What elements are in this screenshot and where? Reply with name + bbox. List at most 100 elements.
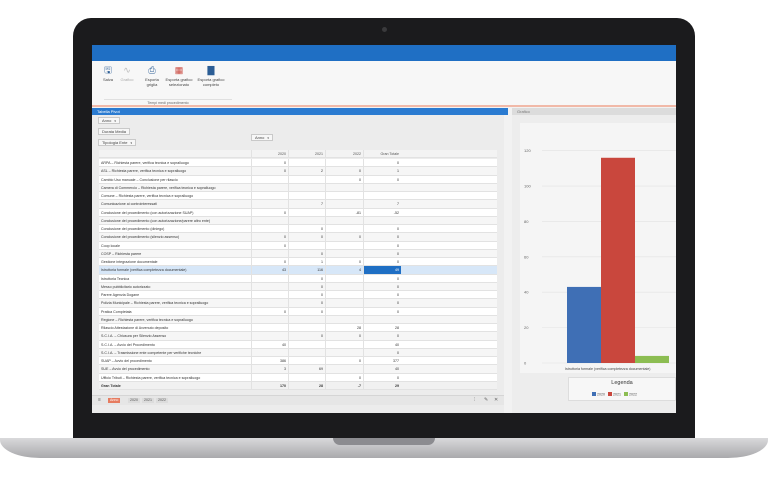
- bar-series-2020[interactable]: [567, 286, 601, 363]
- table-cell[interactable]: [251, 200, 288, 209]
- filter-icon[interactable]: ⫶: [474, 397, 476, 403]
- table-row[interactable]: S.C.I.A. – Chiusura per Silenzio Assenso…: [99, 332, 497, 341]
- bar-series-2022[interactable]: [635, 355, 669, 363]
- table-row[interactable]: SUE – Avvio del procedimento 3 69 40: [99, 365, 497, 374]
- table-cell[interactable]: [325, 249, 363, 258]
- table-cell[interactable]: [251, 315, 288, 324]
- edit-icon[interactable]: ✎: [484, 397, 489, 403]
- table-cell[interactable]: [288, 159, 325, 167]
- table-cell[interactable]: 28: [363, 324, 401, 332]
- table-cell[interactable]: [325, 299, 363, 308]
- table-row[interactable]: Rilascio Attestazione di Avvenuto deposi…: [99, 324, 497, 333]
- table-cell[interactable]: [251, 291, 288, 299]
- table-cell[interactable]: 0: [363, 348, 401, 357]
- table-row[interactable]: Istruttoria Tecnica 0 0: [99, 274, 497, 283]
- table-cell[interactable]: [251, 183, 288, 192]
- export-selected-chart-button[interactable]: ▦ Esporta grafico selezionato: [164, 65, 194, 87]
- table-cell[interactable]: [288, 348, 325, 357]
- table-cell[interactable]: 4: [325, 266, 363, 275]
- table-cell[interactable]: 0: [288, 274, 325, 283]
- table-cell[interactable]: 40: [251, 340, 288, 349]
- column-header-2021[interactable]: 2021: [288, 150, 325, 158]
- table-cell[interactable]: 1: [288, 258, 325, 266]
- table-cell[interactable]: 69: [288, 365, 325, 374]
- column-field-chip[interactable]: Anno ▾: [251, 134, 273, 141]
- data-field-chip[interactable]: Durata Media: [98, 128, 131, 135]
- export-grid-button[interactable]: ⎙ Esporta griglia: [142, 65, 162, 87]
- table-cell[interactable]: [251, 282, 288, 291]
- table-cell[interactable]: 28: [288, 381, 325, 390]
- table-cell[interactable]: 7: [288, 200, 325, 209]
- table-cell[interactable]: 0: [363, 175, 401, 184]
- table-cell[interactable]: 1: [363, 167, 401, 176]
- table-cell[interactable]: [325, 216, 363, 225]
- table-cell[interactable]: [288, 216, 325, 225]
- table-cell[interactable]: 0: [288, 233, 325, 242]
- column-header-2020[interactable]: 2020: [251, 150, 288, 158]
- table-cell[interactable]: 0: [363, 249, 401, 258]
- menu-icon[interactable]: ≡: [98, 397, 101, 403]
- table-cell[interactable]: [251, 249, 288, 258]
- table-row[interactable]: ASL – Richiesta parere, verifica tecnica…: [99, 167, 497, 176]
- table-cell[interactable]: 0: [325, 357, 363, 365]
- table-cell[interactable]: 0: [288, 225, 325, 233]
- table-cell[interactable]: [325, 365, 363, 374]
- table-cell[interactable]: 0: [325, 373, 363, 382]
- table-row[interactable]: Messo pubblicitario autorizzato 0 0: [99, 282, 497, 291]
- table-cell[interactable]: 0: [363, 332, 401, 341]
- footer-page-2020[interactable]: 2020: [128, 398, 140, 403]
- footer-page-2022[interactable]: 2022: [156, 398, 168, 403]
- table-cell[interactable]: [251, 225, 288, 233]
- table-cell[interactable]: 170: [251, 381, 288, 390]
- table-cell[interactable]: 28: [325, 324, 363, 332]
- column-header-2022[interactable]: 2022: [325, 150, 363, 158]
- table-cell[interactable]: [363, 183, 401, 192]
- table-cell[interactable]: [288, 357, 325, 365]
- table-row[interactable]: Comune – Richiesta parere, verifica tecn…: [99, 192, 497, 201]
- table-cell[interactable]: [288, 208, 325, 217]
- table-cell[interactable]: 0: [363, 307, 401, 316]
- table-row[interactable]: Comunicazione ai controinteressati 7 7: [99, 200, 497, 209]
- table-cell[interactable]: [251, 216, 288, 225]
- table-cell[interactable]: [325, 274, 363, 283]
- column-header-grand-total[interactable]: Gran Totale: [363, 150, 401, 158]
- grand-total-row[interactable]: Gran Totale 170 28 -7 29: [99, 381, 497, 390]
- table-cell[interactable]: [325, 159, 363, 167]
- footer-page-2021[interactable]: 2021: [142, 398, 154, 403]
- table-cell[interactable]: 0: [363, 291, 401, 299]
- table-cell[interactable]: [288, 324, 325, 332]
- table-cell[interactable]: 40: [363, 365, 401, 374]
- table-cell[interactable]: 49: [363, 266, 401, 275]
- table-cell[interactable]: [325, 315, 363, 324]
- table-cell[interactable]: [251, 373, 288, 382]
- table-cell[interactable]: 0: [251, 258, 288, 266]
- table-cell[interactable]: 0: [251, 208, 288, 217]
- table-cell[interactable]: 40: [363, 340, 401, 349]
- table-cell[interactable]: [325, 340, 363, 349]
- table-row[interactable]: Regione – Richiesta parere, verifica tec…: [99, 315, 497, 324]
- table-cell[interactable]: [363, 216, 401, 225]
- table-cell[interactable]: [325, 348, 363, 357]
- table-cell[interactable]: 116: [288, 266, 325, 275]
- table-cell[interactable]: [251, 299, 288, 308]
- table-cell[interactable]: 0: [288, 282, 325, 291]
- table-cell[interactable]: 0: [288, 299, 325, 308]
- table-cell[interactable]: [251, 175, 288, 184]
- table-cell[interactable]: 0: [325, 258, 363, 266]
- table-cell[interactable]: 0: [325, 167, 363, 176]
- table-cell[interactable]: 0: [363, 258, 401, 266]
- bar-series-2021[interactable]: [601, 157, 635, 363]
- table-cell[interactable]: 0: [363, 159, 401, 167]
- table-row[interactable]: Conclusione del procedimento (con autori…: [99, 208, 497, 217]
- table-cell[interactable]: [251, 348, 288, 357]
- table-row[interactable]: Cambio Uso manuale – Conclusione per ril…: [99, 175, 497, 184]
- table-cell[interactable]: 0: [363, 225, 401, 233]
- table-cell[interactable]: 386: [251, 357, 288, 365]
- close-icon[interactable]: ✕: [494, 397, 499, 403]
- table-cell[interactable]: 0: [363, 373, 401, 382]
- table-cell[interactable]: 3: [251, 365, 288, 374]
- table-cell[interactable]: 0: [325, 233, 363, 242]
- table-cell[interactable]: 0: [251, 241, 288, 250]
- table-cell[interactable]: 0: [363, 274, 401, 283]
- table-row[interactable]: COSP – Richiesta parere 0 0: [99, 249, 497, 258]
